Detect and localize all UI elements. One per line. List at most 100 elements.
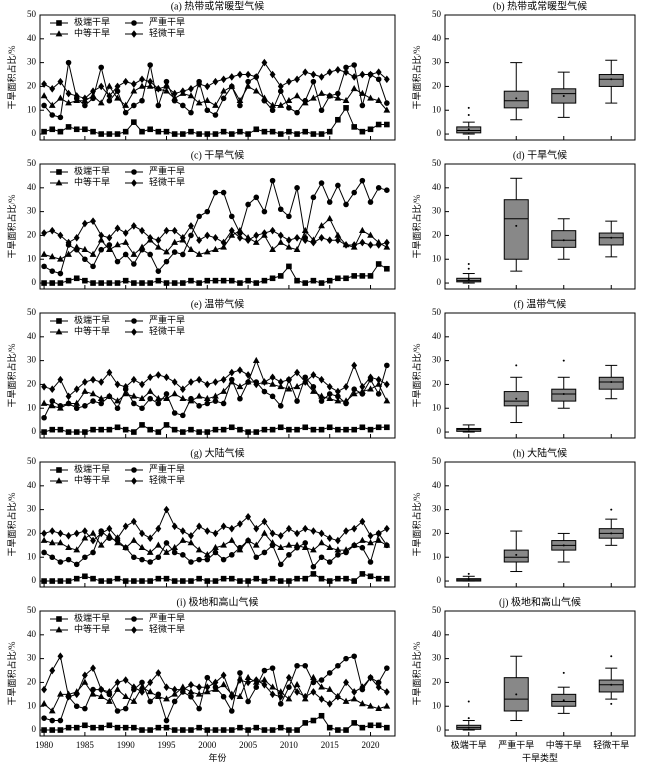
marker-circle [212,398,219,404]
marker-square [131,578,137,584]
marker-square [294,575,300,582]
marker-diamond [171,378,178,386]
marker-square [90,426,96,433]
legend-label: 极端干旱 [74,463,110,474]
marker-square [147,126,153,133]
flier [467,263,470,265]
marker-diamond [237,70,243,79]
plot-frame [444,461,636,588]
marker-diamond [318,73,325,81]
marker-square [106,280,113,286]
marker-triangle [40,700,48,707]
marker-diamond [147,678,154,687]
marker-triangle [269,683,276,690]
marker-circle [147,559,153,565]
marker-diamond [131,477,137,485]
marker-circle [49,268,56,274]
y-tick-label: 50 [432,9,442,19]
plot-frame [39,312,396,439]
x-tick-label: 严重干旱 [498,739,534,750]
marker-diamond [73,529,80,538]
marker-triangle [105,532,113,539]
marker-circle [220,95,227,102]
marker-diamond [139,226,145,235]
marker-diamond [147,373,154,382]
legend-label: 中等干旱 [74,623,110,634]
marker-diamond [318,375,325,384]
marker-triangle [122,543,130,551]
marker-triangle [334,94,342,101]
marker-diamond [57,77,64,86]
marker-triangle [97,541,105,548]
marker-diamond [383,238,390,247]
marker-square [188,727,194,733]
marker-diamond [359,382,366,391]
marker-triangle [285,385,293,392]
marker-diamond [130,517,137,526]
marker-diamond [326,68,333,76]
marker-circle [228,708,235,714]
marker-square [237,426,243,433]
marker-diamond [155,669,162,677]
marker-square [204,277,211,284]
y-axis-label: 干旱面积占比/% [6,343,17,408]
marker-circle [367,199,374,205]
marker-square [384,424,390,431]
marker-circle [131,20,137,26]
marker-square [212,277,219,284]
marker-circle [139,556,145,563]
marker-square [82,277,88,284]
y-tick-label: 10 [27,700,37,710]
mean [610,381,613,384]
marker-triangle [301,99,309,106]
marker-triangle [55,179,63,186]
legend-label: 极端干旱 [74,16,110,27]
legend-label: 轻微干旱 [149,27,185,38]
marker-triangle [187,92,195,99]
marker-square [82,126,88,133]
marker-circle [212,189,219,196]
marker-diamond [155,236,162,245]
marker-square [310,717,317,724]
marker-triangle [89,250,97,257]
marker-diamond [41,685,48,694]
marker-square [335,727,341,733]
marker-square [56,616,62,622]
marker-diamond [228,524,235,533]
y-axis-label: 干旱面积占比/% [411,45,422,110]
marker-circle [310,194,317,201]
marker-square [351,720,357,726]
marker-square [367,126,374,133]
marker-triangle [154,541,162,548]
y-tick-label: 10 [27,253,37,263]
marker-circle [65,59,72,66]
marker-diamond [367,70,374,79]
marker-triangle [375,704,383,711]
marker-triangle [318,222,325,229]
marker-diamond [228,226,235,235]
marker-square [286,578,292,584]
marker-circle [139,405,145,412]
marker-diamond [212,678,219,687]
marker-diamond [351,361,358,370]
y-tick-label: 20 [27,676,37,686]
marker-triangle [244,378,252,385]
marker-triangle [318,392,325,399]
chart-title: (b) 热带或常暖型气候 [493,0,587,12]
marker-diamond [334,536,341,545]
marker-diamond [90,536,96,545]
marker-square [326,724,333,731]
y-tick-label: 0 [437,724,442,734]
marker-circle [335,552,341,558]
marker-diamond [220,75,227,84]
flier [467,106,470,109]
mean [610,532,613,535]
marker-triangle [285,541,293,548]
marker-diamond [212,378,219,386]
marker-diamond [334,65,341,74]
y-axis-label: 干旱面积占比/% [6,194,17,259]
mean [610,78,613,81]
marker-diamond [277,82,284,91]
marker-square [269,275,276,282]
